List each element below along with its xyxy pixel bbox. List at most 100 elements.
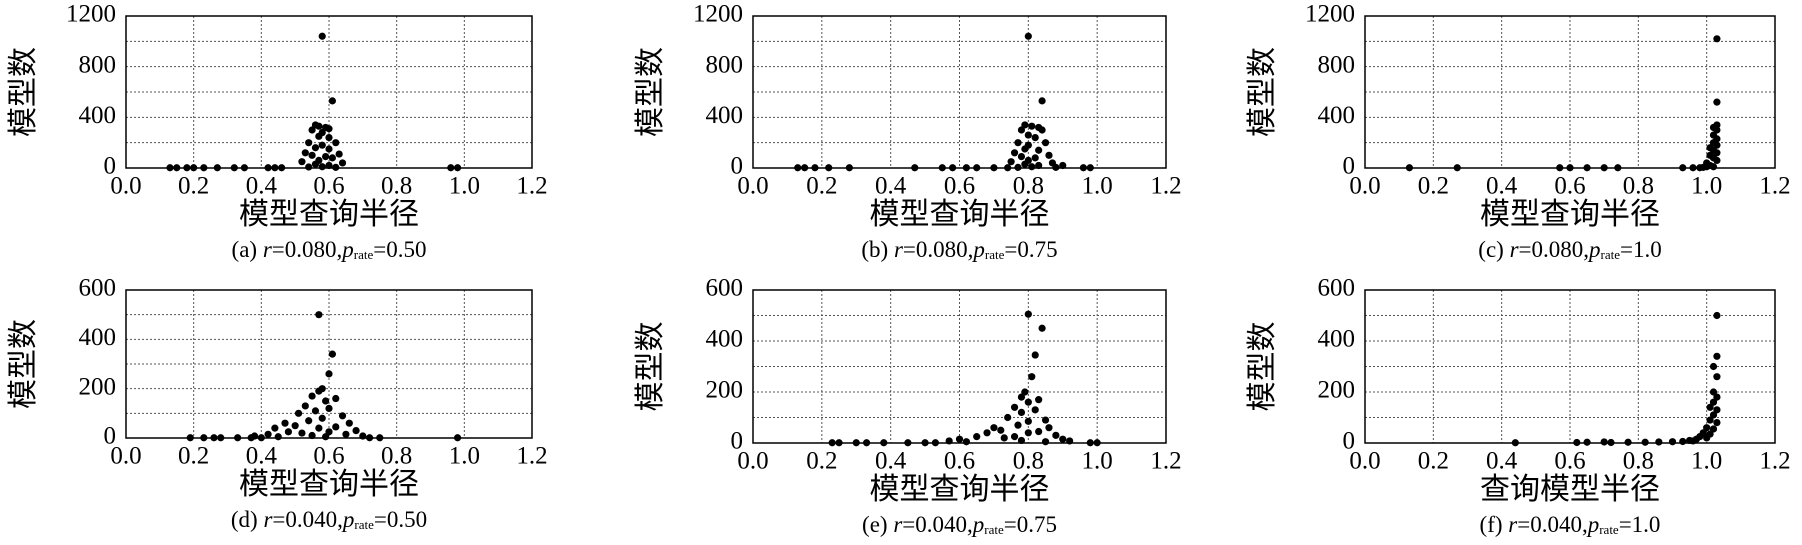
y-tick-label: 400 xyxy=(1318,326,1356,353)
point xyxy=(880,439,888,447)
point xyxy=(955,435,964,443)
point xyxy=(305,163,313,171)
point xyxy=(1668,438,1677,446)
point xyxy=(1031,134,1039,142)
caption-part: p xyxy=(971,237,985,262)
x-tick-label: 1.0 xyxy=(1691,173,1722,200)
point xyxy=(325,125,333,133)
point xyxy=(1017,153,1026,161)
x-tick-label: 0.2 xyxy=(1418,173,1449,200)
plot-frame xyxy=(752,289,1167,444)
caption-part: r xyxy=(263,507,273,532)
y-tick-label: 400 xyxy=(706,102,744,129)
point xyxy=(1007,158,1015,166)
point xyxy=(335,150,343,158)
point xyxy=(835,439,843,447)
point xyxy=(322,153,330,161)
x-tick-label: 0.2 xyxy=(178,443,209,470)
point xyxy=(1010,403,1019,411)
y-tick-label: 800 xyxy=(706,51,744,78)
point xyxy=(332,394,340,403)
caption-part: (c) xyxy=(1478,237,1509,262)
y-axis-label: 模型数 xyxy=(634,322,667,412)
point xyxy=(962,164,970,172)
x-tick-label: 0.0 xyxy=(110,443,141,470)
x-tick-label: 0.0 xyxy=(737,448,768,475)
point xyxy=(983,429,991,437)
point xyxy=(1017,436,1026,445)
x-tick-label: 0.8 xyxy=(381,173,412,200)
point xyxy=(1045,424,1053,432)
point xyxy=(264,430,272,438)
point xyxy=(1035,146,1043,154)
y-tick-label: 200 xyxy=(1318,377,1356,404)
point xyxy=(1453,164,1461,172)
point xyxy=(322,433,330,441)
point xyxy=(1600,164,1608,172)
point xyxy=(1706,416,1714,424)
point xyxy=(257,434,265,442)
caption-part: p xyxy=(971,512,985,537)
y-tick-label: 600 xyxy=(706,275,744,302)
point xyxy=(1713,156,1721,164)
caption-part: p xyxy=(1586,512,1600,537)
point xyxy=(1713,406,1721,414)
caption-part: rate xyxy=(1601,247,1621,262)
point xyxy=(234,434,242,442)
y-tick-label: 400 xyxy=(79,102,117,129)
point xyxy=(308,151,316,159)
point xyxy=(342,430,350,438)
point xyxy=(938,164,946,172)
point xyxy=(1679,437,1687,446)
x-tick-label: 0.6 xyxy=(944,448,975,475)
point xyxy=(447,164,455,172)
x-tick-label: 1.2 xyxy=(1150,448,1181,475)
y-tick-label: 400 xyxy=(79,324,117,351)
point xyxy=(1713,35,1721,43)
point xyxy=(1703,163,1711,171)
point xyxy=(311,160,320,168)
caption-part: =1.0 xyxy=(1619,512,1661,537)
caption-part: rate xyxy=(984,522,1004,537)
y-axis-label: 模型数 xyxy=(7,47,40,137)
caption: (d) r=0.040,prate=0.50 xyxy=(231,507,427,532)
x-tick-label: 0.8 xyxy=(1013,448,1044,475)
point xyxy=(217,434,225,442)
point xyxy=(1014,139,1022,147)
point xyxy=(305,139,313,147)
point xyxy=(376,434,384,442)
point xyxy=(240,164,249,172)
caption: (a) r=0.080,prate=0.50 xyxy=(232,237,427,262)
point xyxy=(173,164,181,172)
x-axis-label: 模型查询半径 xyxy=(870,473,1050,506)
x-tick-label: 0.0 xyxy=(737,173,768,200)
point xyxy=(1641,438,1649,446)
y-axis-label: 模型数 xyxy=(1246,47,1279,137)
point xyxy=(1038,97,1046,105)
y-axis-label: 模型数 xyxy=(634,47,667,137)
point xyxy=(274,433,282,441)
point xyxy=(1713,126,1721,134)
caption-part: (e) xyxy=(862,512,893,537)
point xyxy=(311,407,320,415)
point xyxy=(359,432,367,440)
x-tick-label: 0.8 xyxy=(1013,173,1044,200)
point xyxy=(852,439,860,447)
point xyxy=(1655,438,1663,446)
point xyxy=(990,424,998,432)
caption-part: =0.040, xyxy=(272,507,342,532)
point xyxy=(945,437,953,445)
point xyxy=(1713,149,1721,157)
point xyxy=(183,164,191,172)
caption-part: =0.50 xyxy=(374,507,427,532)
x-tick-label: 0.6 xyxy=(313,173,344,200)
point xyxy=(453,164,462,172)
point xyxy=(308,392,316,400)
point xyxy=(1600,438,1608,446)
point xyxy=(1041,139,1050,147)
point xyxy=(1685,436,1694,445)
point xyxy=(1021,145,1029,153)
point xyxy=(186,434,194,442)
point xyxy=(325,161,333,170)
x-tick-label: 1.0 xyxy=(1082,448,1113,475)
